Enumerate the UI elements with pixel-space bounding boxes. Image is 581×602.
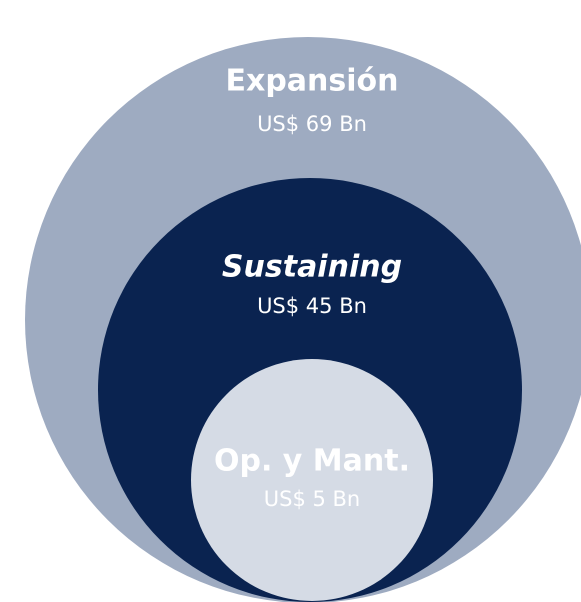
node-value: US$ 5 Bn	[264, 487, 361, 511]
node-label: Expansión	[225, 64, 398, 99]
node-label: Sustaining	[222, 250, 402, 285]
node-value: US$ 45 Bn	[257, 294, 367, 318]
node-label: Op. y Mant.	[214, 444, 410, 479]
inner-circle	[191, 359, 433, 601]
node-value: US$ 69 Bn	[257, 112, 367, 136]
